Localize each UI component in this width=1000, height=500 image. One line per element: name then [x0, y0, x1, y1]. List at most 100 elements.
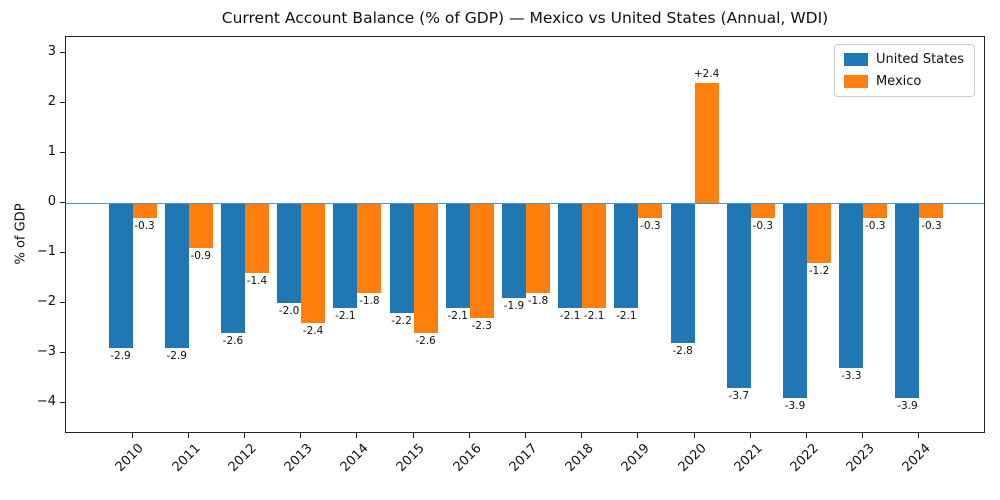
bar-mexico-2017 — [525, 203, 550, 293]
x-tick-mark — [581, 433, 583, 438]
y-tick-label: 0 — [47, 194, 56, 209]
bar-mexico-2010 — [132, 203, 157, 218]
x-tick-label: 2024 — [900, 441, 935, 476]
bar-value-label-united-states-2023: -3.3 — [840, 370, 862, 382]
bar-value-label-united-states-2017: -1.9 — [503, 300, 525, 312]
zero-line — [66, 202, 984, 205]
chart-title: Current Account Balance (% of GDP) — Mex… — [221, 9, 829, 27]
y-tick-label: 1 — [47, 144, 56, 159]
x-tick-mark — [693, 433, 695, 438]
legend-label: Mexico — [875, 74, 922, 89]
bar-value-label-mexico-2016: -2.3 — [471, 320, 493, 332]
legend-entry-united-states: United States — [843, 52, 964, 67]
x-tick-mark — [806, 433, 808, 438]
y-tick-mark — [60, 202, 65, 203]
x-tick-label: 2014 — [337, 441, 372, 476]
x-tick-mark — [468, 433, 470, 438]
y-tick-mark — [60, 402, 65, 403]
x-tick-label: 2022 — [787, 441, 822, 476]
bar-mexico-2023 — [863, 203, 888, 218]
y-tick-mark — [60, 352, 65, 353]
bar-united-states-2019 — [614, 203, 639, 308]
bar-mexico-2015 — [413, 203, 438, 333]
bar-mexico-2011 — [188, 203, 213, 248]
bar-mexico-2018 — [582, 203, 607, 308]
y-tick-mark — [60, 302, 65, 303]
bar-value-label-mexico-2010: -0.3 — [134, 220, 155, 232]
x-tick-label: 2021 — [731, 441, 766, 476]
bar-value-label-mexico-2021: -0.3 — [752, 220, 774, 232]
bar-united-states-2017 — [501, 203, 526, 298]
bar-united-states-2015 — [389, 203, 414, 313]
plot-area: -2.9 -2.9 -2.6 -2.0 -2.1 -2.2 -2.1 -1.9 -2.1 -2.1… — [65, 36, 985, 433]
bar-mexico-2024 — [919, 203, 944, 218]
bar-value-label-mexico-2012: -1.4 — [246, 275, 268, 287]
bar-value-label-mexico-2019: -0.3 — [640, 220, 661, 232]
bar-value-label-united-states-2019: -2.1 — [616, 310, 637, 322]
x-tick-mark — [862, 433, 864, 438]
bar-value-label-mexico-2022: -1.2 — [808, 265, 830, 277]
x-tick-mark — [131, 433, 133, 438]
bar-value-label-mexico-2017: -1.8 — [527, 295, 549, 307]
x-tick-label: 2013 — [281, 441, 316, 476]
y-tick-label: 2 — [47, 94, 56, 109]
bar-mexico-2016 — [469, 203, 494, 318]
y-tick-label: −4 — [36, 394, 56, 409]
bar-united-states-2016 — [445, 203, 470, 308]
bar-united-states-2010 — [108, 203, 133, 348]
x-tick-label: 2017 — [506, 441, 541, 476]
legend-swatch-icon — [843, 53, 868, 66]
x-tick-mark — [637, 433, 639, 438]
bar-value-label-united-states-2011: -2.9 — [166, 350, 187, 362]
y-tick-label: −3 — [36, 344, 56, 359]
bar-mexico-2013 — [301, 203, 326, 323]
bar-united-states-2018 — [558, 203, 583, 308]
bar-united-states-2011 — [164, 203, 189, 348]
legend: United States Mexico — [833, 44, 975, 97]
bar-value-label-united-states-2024: -3.9 — [897, 400, 918, 412]
x-tick-mark — [187, 433, 189, 438]
bar-united-states-2020 — [670, 203, 695, 343]
y-tick-mark — [60, 52, 65, 53]
y-tick-mark — [60, 152, 65, 153]
bar-united-states-2013 — [277, 203, 302, 303]
bar-value-label-united-states-2013: -2.0 — [278, 305, 300, 317]
bar-united-states-2012 — [220, 203, 245, 333]
bar-value-label-united-states-2014: -2.1 — [335, 310, 356, 322]
x-tick-label: 2020 — [675, 441, 710, 476]
bar-value-label-united-states-2021: -3.7 — [728, 390, 750, 402]
bar-mexico-2021 — [750, 203, 775, 218]
bar-united-states-2022 — [783, 203, 808, 398]
legend-label: United States — [875, 52, 964, 67]
y-tick-mark — [60, 252, 65, 253]
y-tick-mark — [60, 102, 65, 103]
bar-value-label-united-states-2015: -2.2 — [391, 315, 412, 327]
bar-united-states-2024 — [895, 203, 920, 398]
bar-mexico-2019 — [638, 203, 663, 218]
x-tick-label: 2011 — [169, 441, 204, 476]
bar-value-label-mexico-2011: -0.9 — [190, 250, 211, 262]
bar-value-label-mexico-2015: -2.6 — [415, 335, 436, 347]
x-tick-label: 2015 — [394, 441, 429, 476]
bar-mexico-2012 — [244, 203, 269, 273]
bar-value-label-mexico-2013: -2.4 — [302, 325, 324, 337]
bar-mexico-2020 — [694, 83, 719, 203]
y-tick-label: 3 — [47, 44, 56, 59]
bar-value-label-mexico-2023: -0.3 — [864, 220, 886, 232]
bar-value-label-mexico-2020: +2.4 — [693, 68, 720, 80]
x-tick-mark — [356, 433, 358, 438]
x-tick-mark — [412, 433, 414, 438]
x-tick-label: 2010 — [113, 441, 148, 476]
x-tick-label: 2018 — [562, 441, 597, 476]
x-tick-mark — [918, 433, 920, 438]
bar-value-label-united-states-2012: -2.6 — [222, 335, 244, 347]
bar-value-label-mexico-2024: -0.3 — [921, 220, 942, 232]
bar-value-label-united-states-2010: -2.9 — [110, 350, 131, 362]
bar-united-states-2014 — [333, 203, 358, 308]
bar-value-label-united-states-2022: -3.9 — [784, 400, 806, 412]
bar-value-label-mexico-2018: -2.1 — [583, 310, 605, 322]
y-tick-label: −1 — [36, 244, 56, 259]
x-tick-mark — [300, 433, 302, 438]
bar-value-label-united-states-2018: -2.1 — [559, 310, 581, 322]
x-tick-label: 2016 — [450, 441, 485, 476]
